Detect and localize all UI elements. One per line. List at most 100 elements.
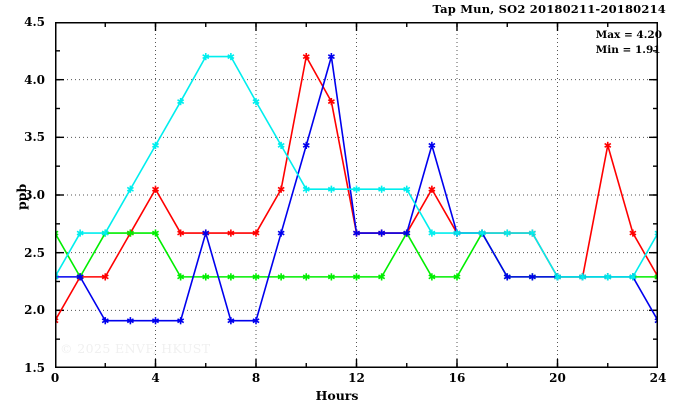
max-label: Max = 4.20 [595, 29, 662, 41]
marker-stroke [327, 186, 335, 192]
data-point-marker [629, 273, 637, 281]
marker-stroke [126, 318, 134, 324]
marker-stroke [327, 274, 335, 280]
data-point-marker [378, 185, 386, 193]
data-point-marker [101, 229, 109, 237]
data-point-marker [428, 273, 436, 281]
marker-stroke [76, 230, 84, 236]
y-tick-label: 4.5 [24, 15, 45, 29]
marker-stroke [629, 274, 637, 280]
x-axis-label: Hours [315, 388, 359, 403]
marker-stroke [202, 274, 210, 280]
data-point-marker [327, 53, 335, 61]
data-point-marker [202, 229, 210, 237]
marker-stroke [428, 230, 436, 236]
y-tick-label: 1.5 [24, 361, 45, 375]
data-point-marker [604, 273, 612, 281]
x-tick-label: 0 [50, 371, 60, 385]
data-point-marker [252, 273, 260, 281]
y-tick-label: 3.0 [24, 188, 45, 202]
marker-stroke [55, 232, 59, 236]
marker-stroke [55, 274, 59, 278]
data-point-marker [352, 229, 361, 237]
data-point-marker [403, 185, 411, 193]
data-point-marker [202, 53, 210, 61]
marker-stroke [629, 230, 637, 236]
data-point-marker [227, 53, 235, 61]
marker-stroke [553, 274, 562, 280]
marker-stroke [302, 54, 310, 60]
marker-stroke [428, 186, 436, 192]
marker-stroke [428, 142, 436, 148]
marker-stroke [302, 274, 310, 280]
marker-stroke [503, 274, 511, 280]
data-point-marker [327, 273, 335, 281]
data-point-marker [101, 317, 109, 325]
x-tick-label: 4 [151, 371, 160, 385]
data-point-marker [654, 273, 658, 281]
data-point-marker [151, 185, 160, 193]
data-point-marker [76, 273, 84, 281]
marker-stroke [327, 99, 335, 105]
y-tick-label: 4.0 [24, 72, 45, 87]
marker-stroke [654, 230, 658, 234]
data-point-marker [177, 97, 185, 106]
marker-stroke [101, 274, 109, 280]
data-point-marker [227, 317, 235, 325]
marker-stroke [202, 54, 210, 60]
plot-area [55, 22, 658, 368]
data-point-marker [55, 273, 59, 281]
marker-stroke [352, 274, 361, 280]
marker-stroke [202, 230, 210, 236]
marker-stroke [151, 142, 160, 148]
data-point-marker [654, 229, 658, 237]
marker-stroke [227, 274, 235, 280]
data-point-marker [151, 317, 160, 325]
marker-stroke [227, 318, 235, 324]
data-point-marker [352, 185, 361, 193]
data-point-marker [252, 97, 260, 106]
data-point-marker [352, 273, 361, 281]
marker-stroke [55, 230, 59, 234]
marker-stroke [352, 186, 361, 192]
marker-stroke [654, 319, 658, 324]
minmax-annotation: Max = 4.20 Min = 1.91 [596, 28, 662, 58]
marker-stroke [453, 274, 461, 280]
marker-stroke [177, 318, 185, 324]
marker-stroke [453, 230, 461, 236]
data-point-marker [302, 185, 310, 193]
marker-stroke [403, 230, 411, 236]
data-point-marker [453, 273, 461, 281]
data-point-marker [654, 317, 658, 325]
marker-stroke [55, 275, 59, 280]
data-point-marker [227, 273, 235, 281]
data-point-marker [302, 273, 310, 281]
data-point-marker [553, 273, 562, 281]
data-point-marker [403, 229, 411, 237]
marker-stroke [352, 230, 361, 236]
marker-stroke [151, 318, 160, 324]
marker-stroke [227, 230, 235, 236]
x-tick-label: 16 [448, 371, 466, 385]
marker-stroke [503, 230, 511, 236]
x-tick-label: 8 [251, 371, 261, 385]
marker-stroke [378, 274, 386, 280]
min-label: Min = 1.91 [595, 44, 661, 57]
data-point-marker [629, 229, 637, 237]
x-tick-label: 24 [649, 371, 667, 385]
marker-stroke [654, 318, 658, 322]
data-point-marker [151, 229, 160, 237]
data-point-marker [227, 229, 235, 237]
data-point-marker [378, 229, 386, 237]
data-point-marker [101, 273, 109, 281]
data-point-marker [528, 229, 536, 237]
marker-stroke [277, 186, 285, 192]
marker-stroke [654, 274, 658, 278]
y-tick-label: 2.5 [24, 245, 45, 260]
marker-stroke [654, 232, 658, 236]
data-point-marker [327, 185, 335, 193]
marker-stroke [55, 319, 59, 324]
marker-stroke [378, 230, 386, 236]
data-point-marker [126, 229, 134, 237]
marker-stroke [252, 230, 260, 236]
